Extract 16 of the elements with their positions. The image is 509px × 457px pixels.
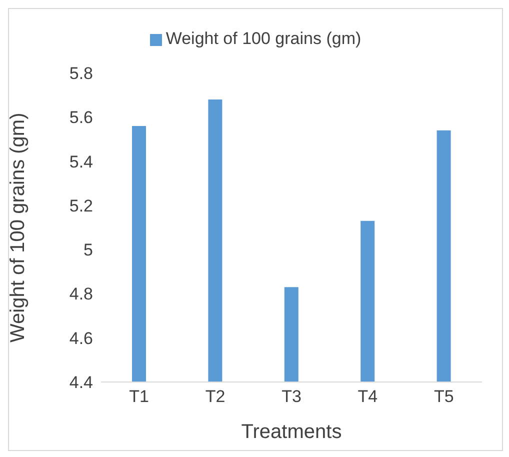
x-tick-label: T5 [434, 387, 454, 406]
y-tick-label: 4.4 [69, 373, 93, 392]
y-tick-label: 5.4 [69, 152, 93, 172]
x-tick-label: T4 [358, 387, 378, 406]
x-tick-label: T2 [205, 387, 226, 406]
y-tick-label: 5 [84, 240, 93, 260]
x-axis-title: Treatments [241, 421, 342, 443]
x-tick-label: T3 [282, 387, 302, 406]
y-tick-label: 5.8 [69, 64, 93, 84]
y-tick-label: 5.2 [69, 196, 93, 216]
x-tick-label: T1 [129, 387, 150, 406]
y-tick-label: 4.6 [69, 328, 93, 348]
y-tick-label: 4.8 [69, 284, 93, 304]
y-axis-title: Weight of 100 grains (gm) [7, 112, 30, 342]
legend-label: Weight of 100 grains (gm) [166, 29, 362, 48]
y-tick-label: 5.6 [69, 108, 93, 128]
